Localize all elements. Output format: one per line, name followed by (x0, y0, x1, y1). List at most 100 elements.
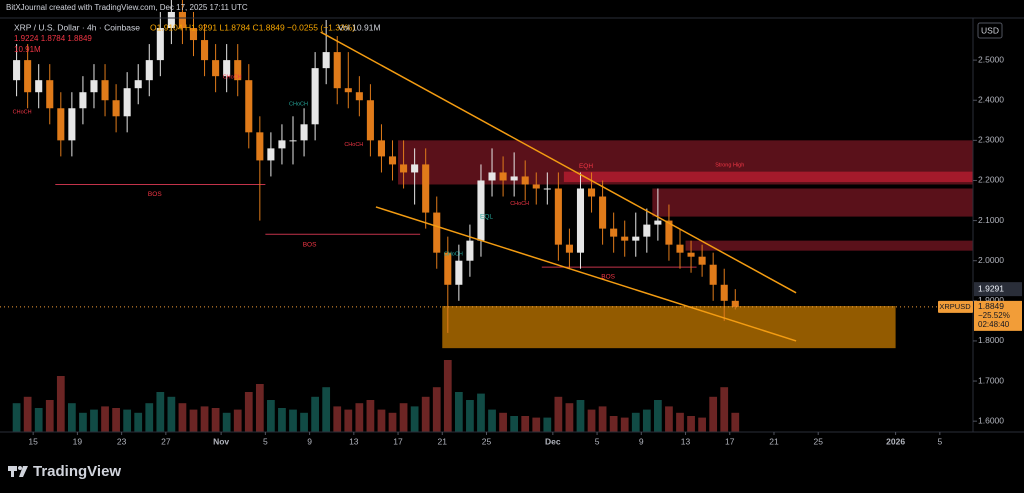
candle-body (311, 68, 319, 125)
annotation: CHoCH (289, 102, 308, 108)
change-label: −25.52% (978, 311, 1010, 320)
volume-bar (676, 412, 684, 432)
currency-box[interactable] (977, 22, 1003, 39)
candle-body (46, 80, 54, 109)
candle-body (256, 132, 264, 161)
candle-body (178, 11, 186, 29)
volume-bar (23, 396, 32, 432)
y-tick-label: 1.8000 (978, 335, 1004, 345)
annotation: BOS (148, 191, 162, 198)
x-tick-label: 5 (595, 436, 600, 446)
candle-body (322, 52, 330, 69)
candle-body (212, 60, 220, 77)
volume-bar (609, 416, 618, 432)
volume-bar (255, 384, 264, 432)
volume-bar (687, 416, 695, 432)
high-tag (974, 282, 1022, 297)
indicator-values: 1.9224 1.8784 1.8849 (14, 34, 92, 43)
volume-bar (410, 406, 419, 432)
candle-body (156, 28, 164, 61)
y-tick-label: 1.7000 (978, 375, 1004, 385)
candle-body (300, 124, 308, 141)
x-tick-label: 27 (161, 436, 171, 446)
volume-bar (499, 412, 507, 432)
volume-bar (399, 403, 408, 432)
last-price-label: 1.8849 (978, 301, 1004, 311)
candle-body (333, 52, 341, 89)
candle-body (189, 28, 198, 41)
x-tick-label: 21 (438, 436, 448, 446)
candle-body (554, 188, 562, 245)
plot-area: BOS BOS BOS CHoCH CHoCH CHoCH CHoCH CHoCH EQL CHo… (0, 0, 974, 432)
volume-bar (233, 409, 242, 432)
candle-body (720, 284, 728, 301)
annotation: CHoCH (13, 110, 32, 116)
candle-body (676, 244, 684, 253)
y-tick-label: 1.6000 (978, 415, 1004, 425)
volume-bar (211, 408, 220, 432)
ohlc: O1.9104 H1.9291 L1.8784 C1.8849 −0.0255 … (150, 22, 355, 32)
candle-body (632, 236, 640, 241)
candle-body (223, 60, 231, 77)
candle-body (543, 188, 551, 190)
volume-bar (543, 417, 552, 432)
volume-bar (56, 376, 65, 432)
candle-body (411, 164, 419, 173)
volume-bar (521, 416, 530, 432)
x-tick-label: 13 (349, 436, 359, 446)
volume-bar (731, 412, 740, 432)
volume-bar (90, 409, 98, 432)
volume-bar (698, 417, 706, 432)
candle-body (145, 60, 153, 81)
volume-bar (355, 403, 364, 432)
volume-bar (510, 416, 519, 432)
candle-body (13, 60, 21, 81)
y-tick-label: 2.1000 (978, 215, 1004, 225)
candle-body (687, 252, 695, 257)
volume-label: Vol 10.91M (338, 22, 381, 32)
x-tick-label: 23 (117, 436, 127, 446)
y-tick-label: 2.4000 (978, 94, 1004, 104)
volume-bar (477, 393, 485, 432)
candle-body (366, 100, 374, 141)
annotation: BOS (601, 273, 615, 280)
candle-body (57, 108, 65, 141)
volume-bar (300, 412, 308, 432)
x-tick-label: 15 (28, 436, 38, 446)
candle-body (90, 80, 98, 93)
brand: TradingView (33, 463, 121, 480)
volume-bar (322, 387, 331, 432)
candle-body (565, 244, 573, 253)
zone (652, 188, 973, 217)
volume-bar (554, 396, 563, 432)
annotation: BOS (303, 241, 317, 248)
annotation: Strong High (715, 163, 744, 169)
x-tick-label: 25 (482, 436, 492, 446)
symbol-tag (938, 300, 973, 313)
volume-bar (587, 409, 596, 432)
zone (685, 240, 973, 251)
currency[interactable]: USD (981, 25, 999, 35)
y-tick-label: 2.2000 (978, 175, 1004, 185)
candle-body (35, 80, 43, 93)
candle-body (123, 88, 131, 117)
candle-body (24, 60, 32, 93)
candle-body (610, 228, 618, 237)
candle-body (355, 92, 363, 101)
volume-bar (642, 409, 651, 432)
volume-bar (709, 396, 718, 432)
volume-bar (178, 403, 187, 432)
candle-body (477, 180, 485, 241)
candle-body (400, 164, 408, 173)
x-tick-label: 17 (725, 436, 735, 446)
y-tick-label: 2.5000 (978, 54, 1004, 64)
x-tick-label: 25 (813, 436, 823, 446)
x-tick-label: 17 (393, 436, 403, 446)
x-tick-label: Dec (545, 436, 561, 446)
candle-body (588, 188, 596, 197)
volume-bar (123, 409, 132, 432)
candle-body (112, 100, 120, 117)
volume-bar (454, 392, 463, 432)
volume-bar (333, 406, 342, 432)
